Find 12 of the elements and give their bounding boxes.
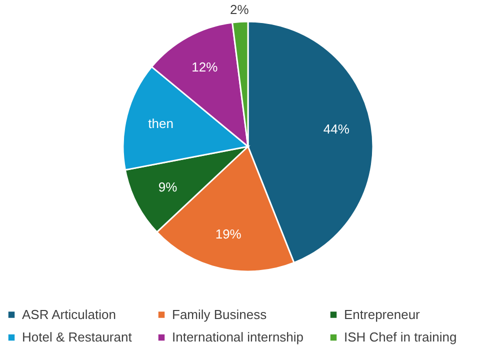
data-label: then xyxy=(148,116,174,132)
data-label: 44% xyxy=(323,122,350,137)
data-label: 19% xyxy=(215,226,242,242)
legend-label: Family Business xyxy=(172,306,268,322)
data-label: 9% xyxy=(158,179,178,194)
legend-label: ISH Chef in training xyxy=(344,330,457,344)
legend-label: Entrepreneur xyxy=(344,306,421,322)
legend-label: Hotel & Restaurant xyxy=(22,330,132,344)
legend-label: ASR Articulation xyxy=(22,306,116,322)
data-label: 2% xyxy=(230,2,250,17)
legend-label: International internship xyxy=(172,330,304,344)
data-label: 12% xyxy=(192,60,218,75)
